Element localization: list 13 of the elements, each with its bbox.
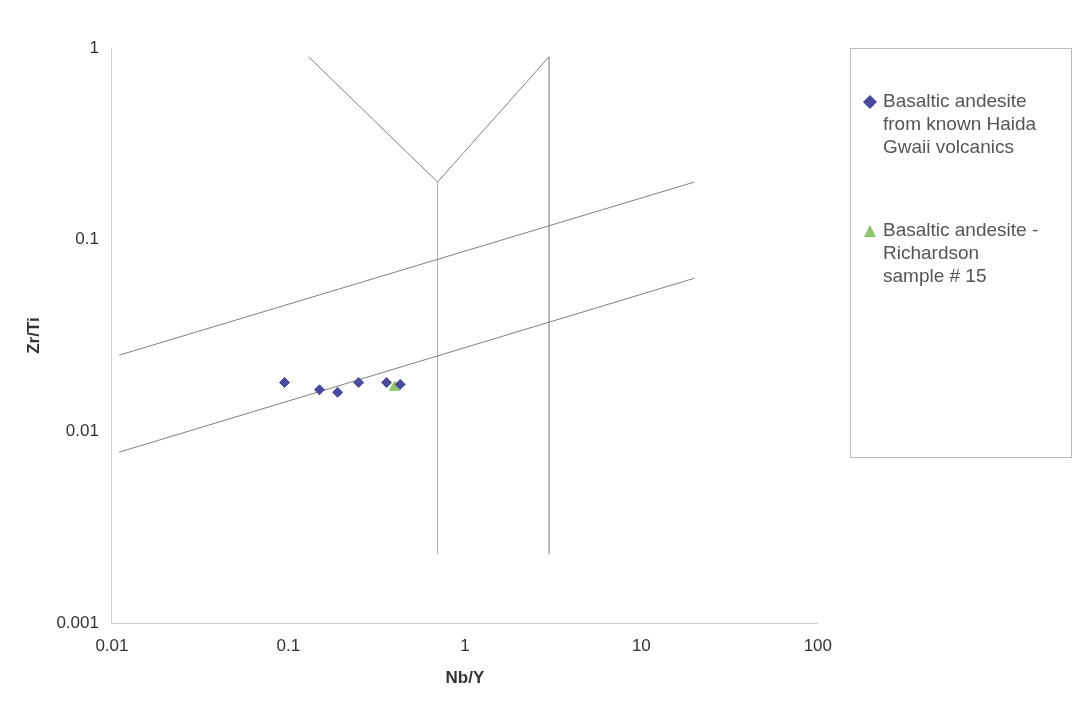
x-tick-label: 10 (631, 636, 651, 656)
y-tick-label: 0.1 (75, 229, 99, 249)
x-tick-label: 0.01 (95, 636, 129, 656)
legend-label: Basaltic andesite - Richardson sample # 15 (883, 218, 1040, 287)
x-tick-label: 1 (460, 636, 470, 656)
x-tick-label: 0.1 (276, 636, 301, 656)
legend-label: Basaltic andesite from known Haida Gwaii volcanics (883, 89, 1038, 158)
y-tick-label: 0.01 (65, 421, 99, 441)
y-tick-label: 1 (89, 37, 99, 57)
x-axis-title: Nb/Y (445, 668, 485, 688)
x-tick-label: 100 (803, 636, 833, 656)
y-tick-label: 0.001 (56, 612, 99, 632)
y-axis-title: Zr/Ti (23, 317, 43, 354)
